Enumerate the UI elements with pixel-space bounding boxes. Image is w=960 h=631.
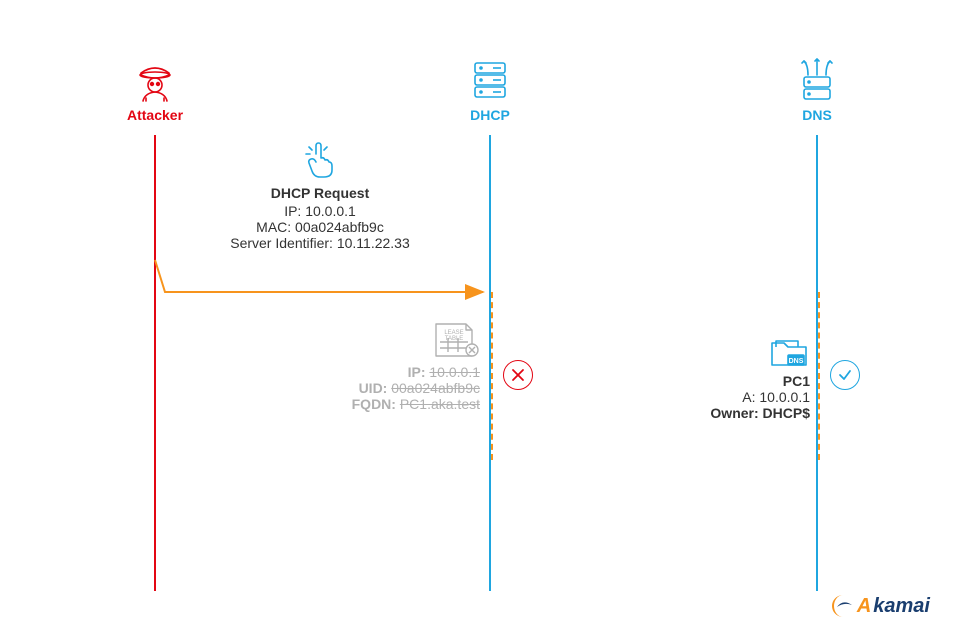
dns-owner: Owner: DHCP$ (665, 405, 810, 421)
dns-dashed-segment (818, 292, 820, 460)
lease-fqdn-label: FQDN: (352, 396, 396, 412)
dhcp-dashed-segment (491, 292, 493, 460)
dns-status-check (830, 360, 860, 390)
logo-text-rest: kamai (873, 595, 930, 618)
lease-uid-value: 00a024abfb9c (391, 380, 480, 396)
dhcp-status-cross (503, 360, 533, 390)
akamai-logo: Akamai (829, 593, 930, 619)
lease-uid-label: UID: (359, 380, 388, 396)
lease-ip-value: 10.0.0.1 (429, 364, 480, 380)
dns-folder-icon: DNS (768, 335, 810, 369)
akamai-wave-icon (829, 593, 855, 619)
svg-text:TABLE: TABLE (445, 336, 464, 342)
request-arrow (0, 0, 960, 631)
cross-icon (511, 368, 525, 382)
dhcp-dns-diagram: Attacker DHCP (0, 0, 960, 631)
dns-a-record: A: 10.0.0.1 (665, 389, 810, 405)
svg-text:DNS: DNS (789, 358, 804, 365)
dns-record-block: DNS PC1 A: 10.0.0.1 Owner: DHCP$ (665, 335, 810, 421)
lease-ip-label: IP: (408, 364, 426, 380)
dns-pc1: PC1 (665, 373, 810, 389)
lease-fqdn-value: PC1.aka.test (400, 396, 480, 412)
logo-text-a: A (857, 595, 871, 618)
lease-table-block: LEASE TABLE IP: 10.0.0.1 UID: 00a024abfb… (300, 320, 480, 412)
lease-table-icon: LEASE TABLE (430, 320, 480, 360)
check-icon (837, 367, 853, 383)
